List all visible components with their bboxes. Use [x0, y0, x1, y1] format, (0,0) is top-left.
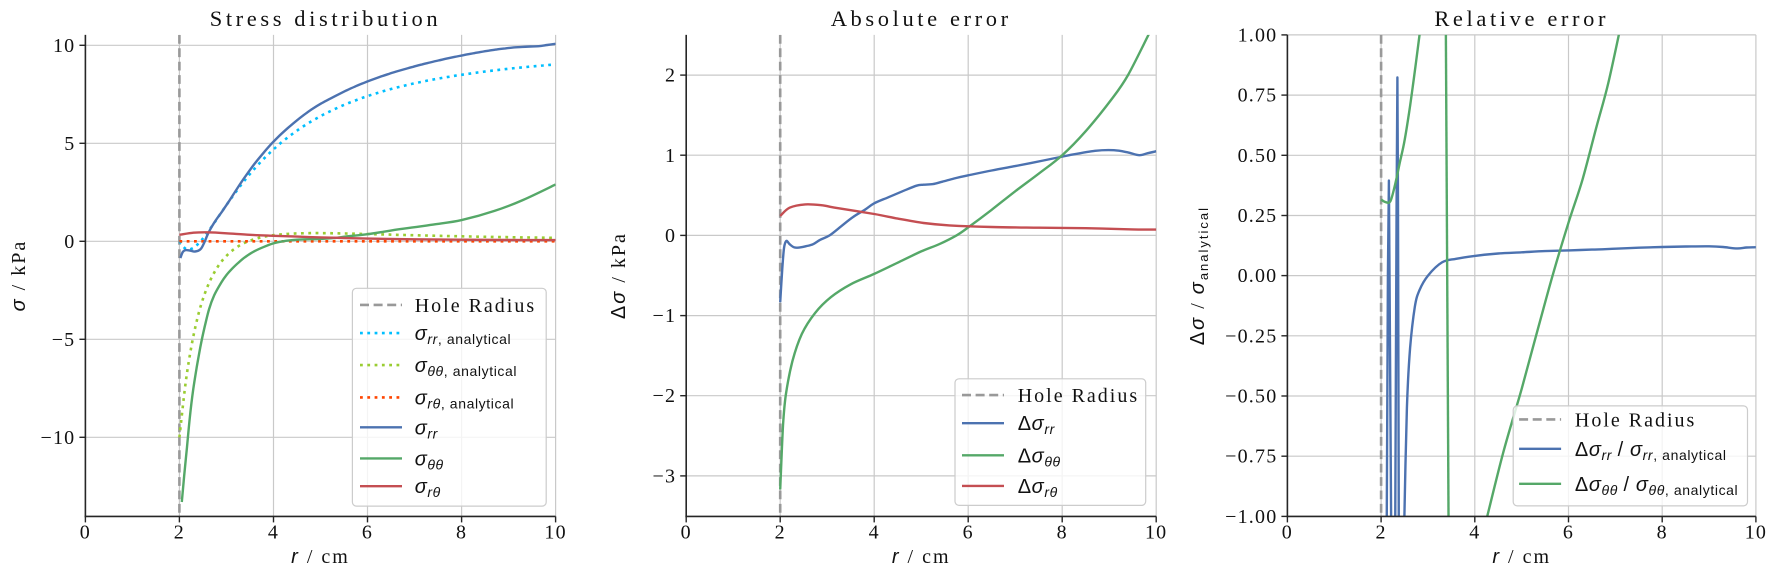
- svg-text:Hole Radius: Hole Radius: [415, 295, 536, 317]
- svg-text:−5: −5: [52, 329, 76, 351]
- svg-text:10: 10: [1745, 522, 1767, 544]
- svg-text:Relative error: Relative error: [1434, 6, 1609, 31]
- svg-text:8: 8: [1057, 522, 1068, 544]
- svg-text:Hole Radius: Hole Radius: [1018, 385, 1139, 407]
- svg-text:σrr: σrr: [415, 417, 439, 441]
- svg-text:0.75: 0.75: [1238, 85, 1278, 107]
- svg-text:8: 8: [456, 522, 467, 544]
- svg-text:−1.00: −1.00: [1225, 506, 1277, 528]
- svg-text:4: 4: [268, 522, 279, 544]
- svg-text:10: 10: [53, 35, 75, 57]
- svg-text:Δσ / kPa: Δσ / kPa: [608, 232, 630, 319]
- svg-text:σrr, analytical: σrr, analytical: [415, 323, 512, 347]
- svg-text:Δσθθ: Δσθθ: [1018, 445, 1061, 469]
- svg-text:−2: −2: [653, 385, 677, 407]
- svg-text:−0.25: −0.25: [1225, 325, 1277, 347]
- svg-text:0: 0: [64, 231, 75, 253]
- svg-text:0: 0: [681, 522, 692, 544]
- svg-text:0: 0: [1282, 522, 1293, 544]
- svg-text:−0.75: −0.75: [1225, 446, 1277, 468]
- svg-text:−3: −3: [653, 465, 677, 487]
- svg-text:2: 2: [1375, 522, 1386, 544]
- svg-text:Δσθθ / σθθ, analytical: Δσθθ / σθθ, analytical: [1575, 474, 1738, 498]
- svg-text:5: 5: [64, 133, 75, 155]
- svg-text:0.00: 0.00: [1238, 265, 1278, 287]
- svg-text:2: 2: [665, 65, 676, 87]
- svg-text:10: 10: [1145, 522, 1167, 544]
- svg-text:1.00: 1.00: [1238, 24, 1278, 46]
- svg-text:Hole Radius: Hole Radius: [1575, 409, 1696, 431]
- svg-text:10: 10: [544, 522, 566, 544]
- svg-text:σ / kPa: σ / kPa: [8, 240, 30, 312]
- svg-text:6: 6: [963, 522, 974, 544]
- svg-text:0: 0: [665, 225, 676, 247]
- svg-text:Stress distribution: Stress distribution: [210, 6, 442, 31]
- svg-text:0.50: 0.50: [1238, 145, 1278, 167]
- svg-text:r / cm: r / cm: [291, 546, 350, 568]
- svg-text:6: 6: [362, 522, 373, 544]
- svg-text:Δσrθ: Δσrθ: [1018, 476, 1058, 500]
- svg-text:8: 8: [1657, 522, 1668, 544]
- svg-text:σθθ: σθθ: [415, 448, 444, 472]
- svg-text:Δσrr / σrr, analytical: Δσrr / σrr, analytical: [1575, 439, 1727, 463]
- svg-text:1: 1: [665, 145, 676, 167]
- svg-text:−0.50: −0.50: [1225, 386, 1277, 408]
- svg-text:6: 6: [1563, 522, 1574, 544]
- svg-text:σrθ, analytical: σrθ, analytical: [415, 387, 515, 411]
- svg-text:−10: −10: [41, 427, 76, 449]
- svg-text:4: 4: [869, 522, 880, 544]
- svg-text:0.25: 0.25: [1238, 205, 1278, 227]
- svg-text:r / cm: r / cm: [1492, 546, 1551, 568]
- svg-text:2: 2: [775, 522, 786, 544]
- svg-text:σrθ: σrθ: [415, 476, 441, 500]
- svg-text:2: 2: [174, 522, 185, 544]
- svg-text:−1: −1: [653, 305, 677, 327]
- svg-text:σθθ, analytical: σθθ, analytical: [415, 355, 517, 379]
- svg-text:0: 0: [80, 522, 91, 544]
- svg-text:Δσrr: Δσrr: [1018, 413, 1056, 437]
- svg-text:Absolute error: Absolute error: [831, 6, 1012, 31]
- svg-text:r / cm: r / cm: [892, 546, 951, 568]
- svg-text:4: 4: [1469, 522, 1480, 544]
